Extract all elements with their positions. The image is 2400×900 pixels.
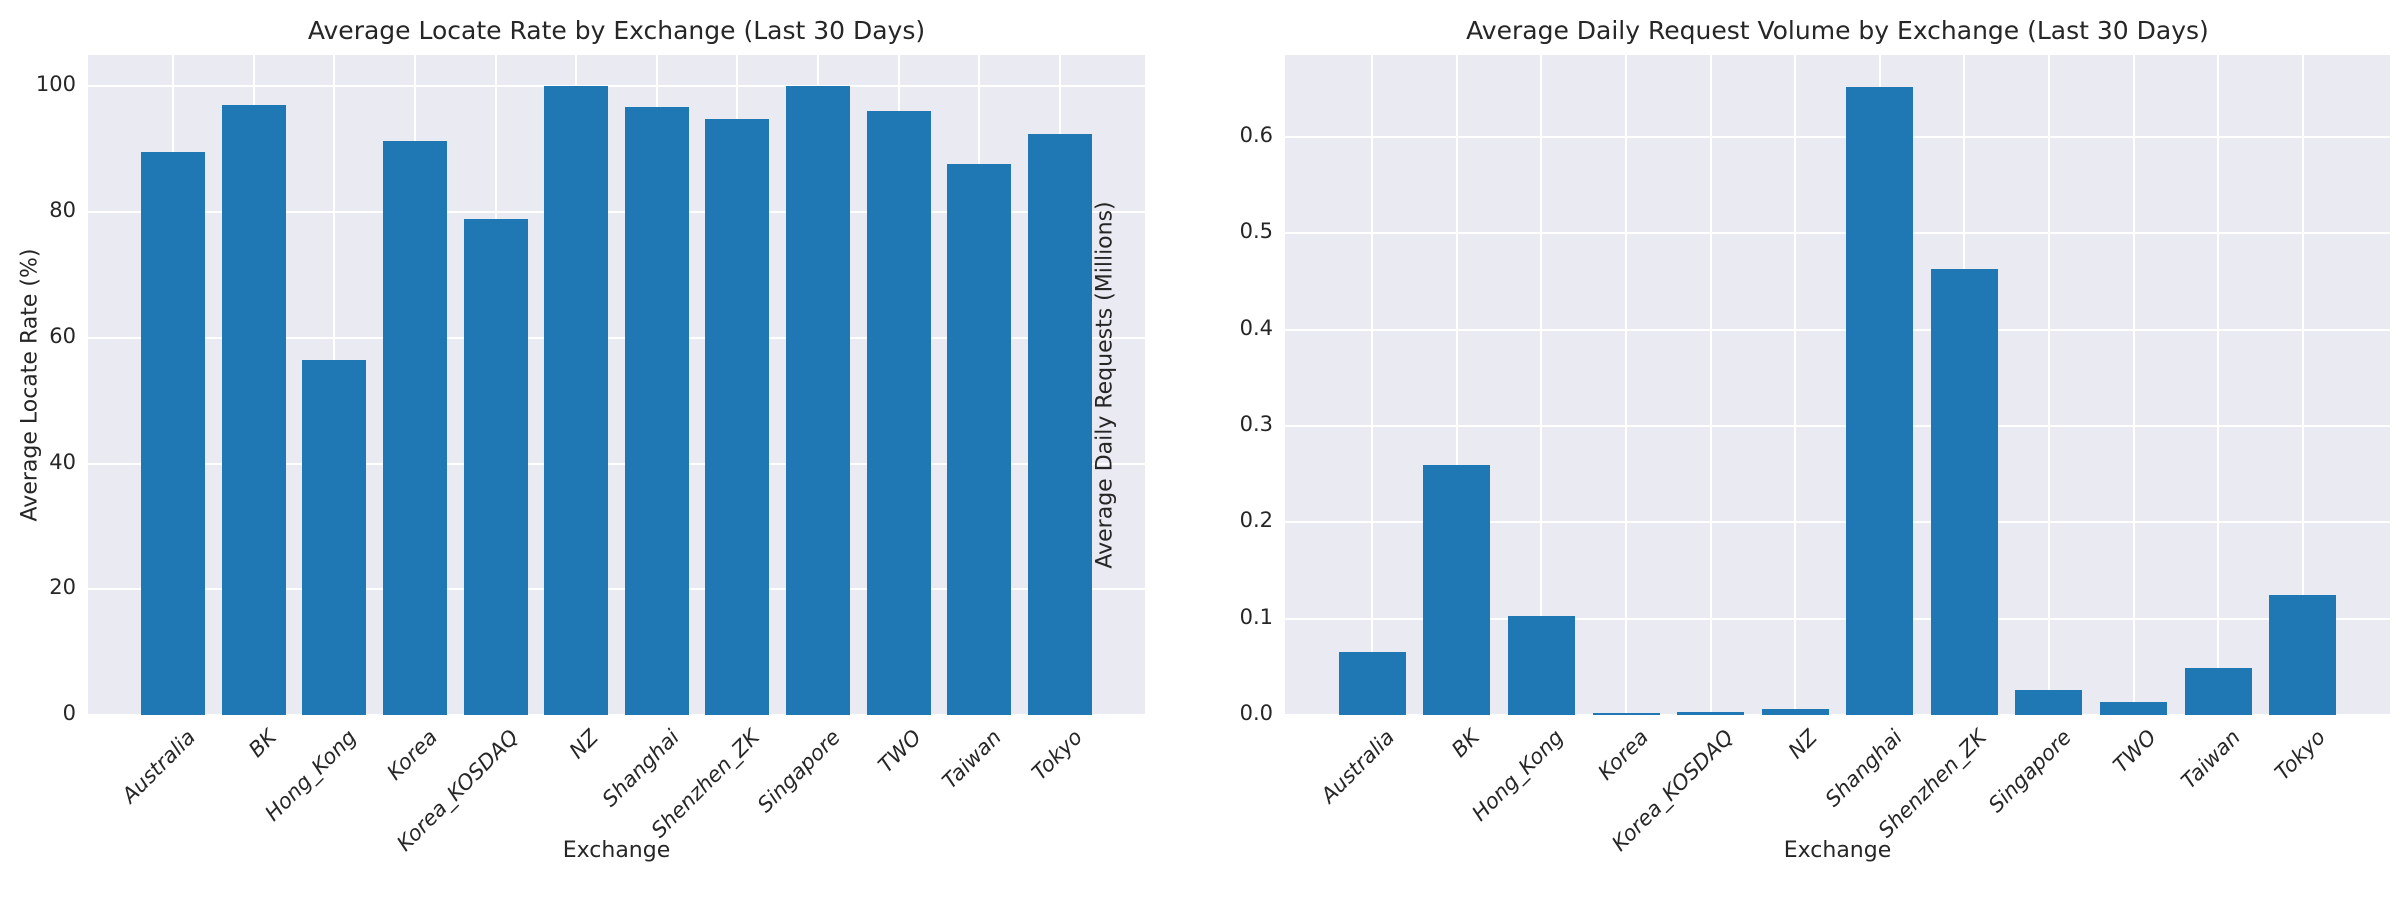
x-tick-label: Korea — [1593, 725, 1654, 785]
bar-Shanghai — [1846, 86, 1913, 715]
x-tick-label: Australia — [117, 725, 201, 808]
x-tick-label: NZ — [1783, 725, 1823, 764]
x-tick-label: Tokyo — [2269, 725, 2330, 785]
plot-area — [1285, 55, 2390, 716]
x-tick-label: BK — [243, 725, 281, 762]
y-tick-label: 100 — [35, 72, 76, 97]
bar-Hong_Kong — [302, 359, 366, 715]
y-tick-label: 40 — [49, 449, 76, 474]
y-tick-label: 0.3 — [1239, 411, 1273, 436]
x-gridline — [1709, 55, 1712, 715]
x-tick-label: Korea — [382, 725, 443, 785]
plot-area — [88, 55, 1145, 716]
bar-TWO — [867, 110, 931, 715]
y-gridline — [88, 462, 1145, 465]
y-tick-label: 20 — [49, 575, 76, 600]
x-tick-label: Australia — [1316, 725, 1400, 808]
x-tick-label: NZ — [564, 725, 604, 764]
y-gridline — [88, 85, 1145, 88]
y-axis-label: Average Daily Requests (Millions) — [1092, 201, 1118, 569]
y-gridline — [1285, 328, 2390, 331]
y-gridline — [1285, 424, 2390, 427]
x-gridline — [1371, 55, 1374, 715]
y-tick-label: 60 — [49, 323, 76, 348]
x-tick-label: Singapore — [1983, 725, 2076, 818]
bar-Korea_KOSDAQ — [1677, 712, 1744, 715]
y-gridline — [88, 588, 1145, 591]
y-tick-label: 0.6 — [1239, 122, 1273, 147]
bar-Singapore — [2015, 689, 2082, 715]
x-gridline — [2217, 55, 2220, 715]
chart-locate-rate: Average Locate Rate by Exchange (Last 30… — [17, 16, 1145, 863]
x-tick-label: BK — [1446, 725, 1484, 762]
y-gridline — [1285, 232, 2390, 235]
y-tick-label: 0.0 — [1239, 701, 1273, 725]
x-tick-label: Taiwan — [2176, 725, 2246, 794]
bar-Korea_KOSDAQ — [464, 219, 528, 715]
y-gridline — [1285, 714, 2390, 716]
y-gridline — [1285, 135, 2390, 138]
bar-NZ — [1762, 709, 1829, 715]
x-gridline — [1794, 55, 1797, 715]
y-tick-label: 0.1 — [1239, 604, 1273, 629]
bar-Taiwan — [2185, 667, 2252, 715]
bar-NZ — [544, 86, 608, 715]
x-tick-label: Shanghai — [597, 725, 684, 812]
y-tick-label: 0.5 — [1239, 219, 1273, 244]
y-gridline — [88, 714, 1145, 716]
bar-BK — [222, 104, 286, 715]
chart-title: Average Locate Rate by Exchange (Last 30… — [307, 16, 926, 45]
y-tick-label: 0.2 — [1239, 508, 1273, 533]
y-gridline — [88, 211, 1145, 214]
x-axis-label: Exchange — [1783, 838, 1892, 863]
x-tick-label: Singapore — [752, 725, 845, 818]
x-tick-label: TWO — [873, 725, 926, 778]
bar-Tokyo — [2269, 594, 2336, 715]
x-gridline — [1455, 55, 1458, 715]
y-gridline — [88, 336, 1145, 339]
x-tick-label: Shanghai — [1820, 725, 1907, 812]
x-tick-label: Taiwan — [937, 725, 1007, 794]
chart-request-volume: Average Daily Request Volume by Exchange… — [1060, 0, 2400, 900]
x-gridline — [1540, 55, 1543, 715]
bar-Shenzhen_ZK — [1931, 268, 1998, 715]
y-tick-label: 0.4 — [1239, 315, 1273, 340]
y-gridline — [1285, 617, 2390, 620]
bar-Shenzhen_ZK — [705, 119, 769, 715]
y-tick-label: 80 — [49, 198, 76, 223]
bar-Australia — [141, 152, 205, 715]
x-gridline — [2132, 55, 2135, 715]
bar-Taiwan — [947, 163, 1011, 715]
bar-Korea — [383, 140, 447, 715]
bar-Singapore — [786, 86, 850, 715]
bar-Shanghai — [625, 107, 689, 715]
x-gridline — [1625, 55, 1628, 715]
x-axis-label: Exchange — [562, 838, 671, 863]
x-gridline — [2301, 55, 2304, 715]
chart-title: Average Daily Request Volume by Exchange… — [1466, 16, 2209, 45]
y-gridline — [1285, 521, 2390, 524]
bar-Hong_Kong — [1508, 615, 1575, 715]
x-tick-label: TWO — [2108, 725, 2161, 778]
y-axis-label: Average Locate Rate (%) — [17, 248, 43, 522]
x-gridline — [2047, 55, 2050, 715]
bar-Tokyo — [1028, 134, 1092, 715]
bar-Korea — [1593, 713, 1660, 715]
bar-TWO — [2100, 701, 2167, 715]
bar-Australia — [1339, 652, 1406, 715]
y-tick-label: 0 — [62, 701, 76, 725]
bar-BK — [1423, 464, 1490, 715]
